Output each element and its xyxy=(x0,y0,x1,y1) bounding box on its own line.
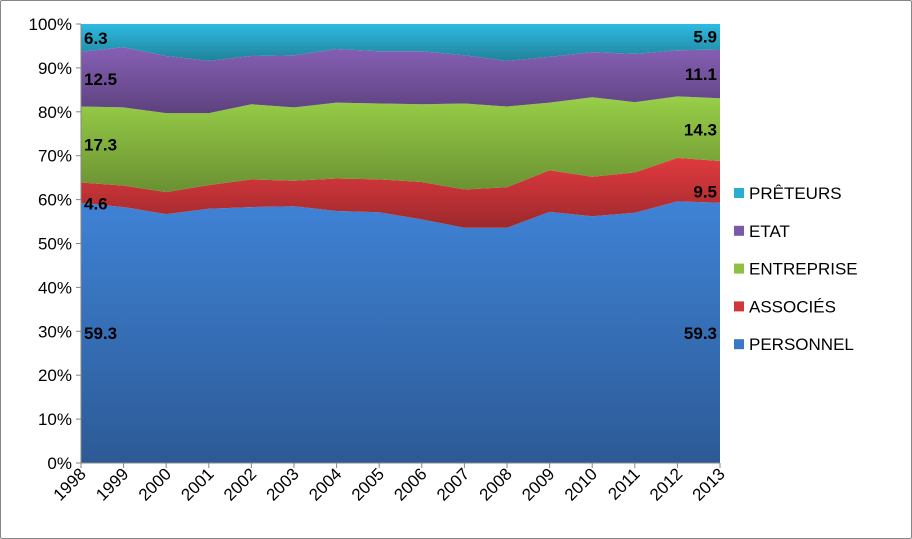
data-label-etat-first: 12.5 xyxy=(84,70,117,89)
x-tick-label: 2013 xyxy=(689,464,729,504)
legend-label: ENTREPRISE xyxy=(749,260,858,279)
data-label-prêteurs-last: 5.9 xyxy=(693,28,717,47)
area-associés xyxy=(81,157,720,228)
x-tick-label: 2008 xyxy=(476,464,516,504)
data-label-etat-last: 11.1 xyxy=(685,65,717,84)
legend-swatch xyxy=(734,301,744,312)
data-label-entreprise-last: 14.3 xyxy=(684,121,717,140)
legend-item-personnel: PERSONNEL xyxy=(734,335,854,354)
legend-swatch xyxy=(734,339,744,350)
y-tick-label: 10% xyxy=(38,410,72,429)
x-tick-label: 2011 xyxy=(604,464,643,503)
y-tick-label: 30% xyxy=(38,322,72,341)
area-personnel xyxy=(81,201,720,463)
y-tick-label: 100% xyxy=(29,15,72,34)
y-tick-label: 60% xyxy=(38,191,72,210)
legend-label: ASSOCIÉS xyxy=(749,297,836,316)
y-tick-label: 40% xyxy=(38,278,72,297)
legend-swatch xyxy=(734,263,744,274)
legend-item-prêteurs: PRÊTEURS xyxy=(734,184,842,203)
x-tick-label: 2006 xyxy=(390,464,430,504)
y-tick-label: 70% xyxy=(38,147,72,166)
data-label-personnel-last: 59.3 xyxy=(684,324,717,343)
area-entreprise xyxy=(81,96,720,193)
data-label-associés-first: 4.6 xyxy=(84,195,108,214)
y-tick-label: 20% xyxy=(38,366,72,385)
legend-label: PRÊTEURS xyxy=(749,184,842,203)
y-tick-label: 50% xyxy=(38,235,72,254)
data-label-entreprise-first: 17.3 xyxy=(84,136,117,155)
x-tick-label: 2000 xyxy=(135,464,175,504)
data-label-personnel-first: 59.3 xyxy=(84,324,117,343)
y-tick-label: 90% xyxy=(38,59,72,78)
x-tick-label: 2001 xyxy=(177,464,217,504)
x-tick-label: 2012 xyxy=(646,464,686,504)
y-tick-label: 80% xyxy=(38,103,72,122)
x-tick-label: 2004 xyxy=(305,464,345,504)
x-tick-label: 2009 xyxy=(518,464,558,504)
data-label-associés-last: 9.5 xyxy=(693,182,717,201)
legend-item-etat: ETAT xyxy=(734,222,790,241)
legend-swatch xyxy=(734,188,744,198)
legend-item-entreprise: ENTREPRISE xyxy=(734,260,858,279)
x-tick-label: 1999 xyxy=(92,464,132,504)
x-tick-label: 2007 xyxy=(433,464,473,504)
legend-swatch xyxy=(734,225,744,236)
area-etat xyxy=(81,47,720,114)
x-tick-label: 2003 xyxy=(263,464,303,504)
x-tick-label: 2010 xyxy=(561,464,601,504)
x-tick-label: 2005 xyxy=(348,464,388,504)
legend-label: PERSONNEL xyxy=(749,335,854,354)
area-prêteurs xyxy=(81,24,720,61)
data-label-prêteurs-first: 6.3 xyxy=(84,29,108,48)
legend-item-associés: ASSOCIÉS xyxy=(734,297,836,316)
y-tick-label: 0% xyxy=(47,454,72,473)
legend-label: ETAT xyxy=(749,222,790,241)
x-tick-label: 2002 xyxy=(220,464,260,504)
